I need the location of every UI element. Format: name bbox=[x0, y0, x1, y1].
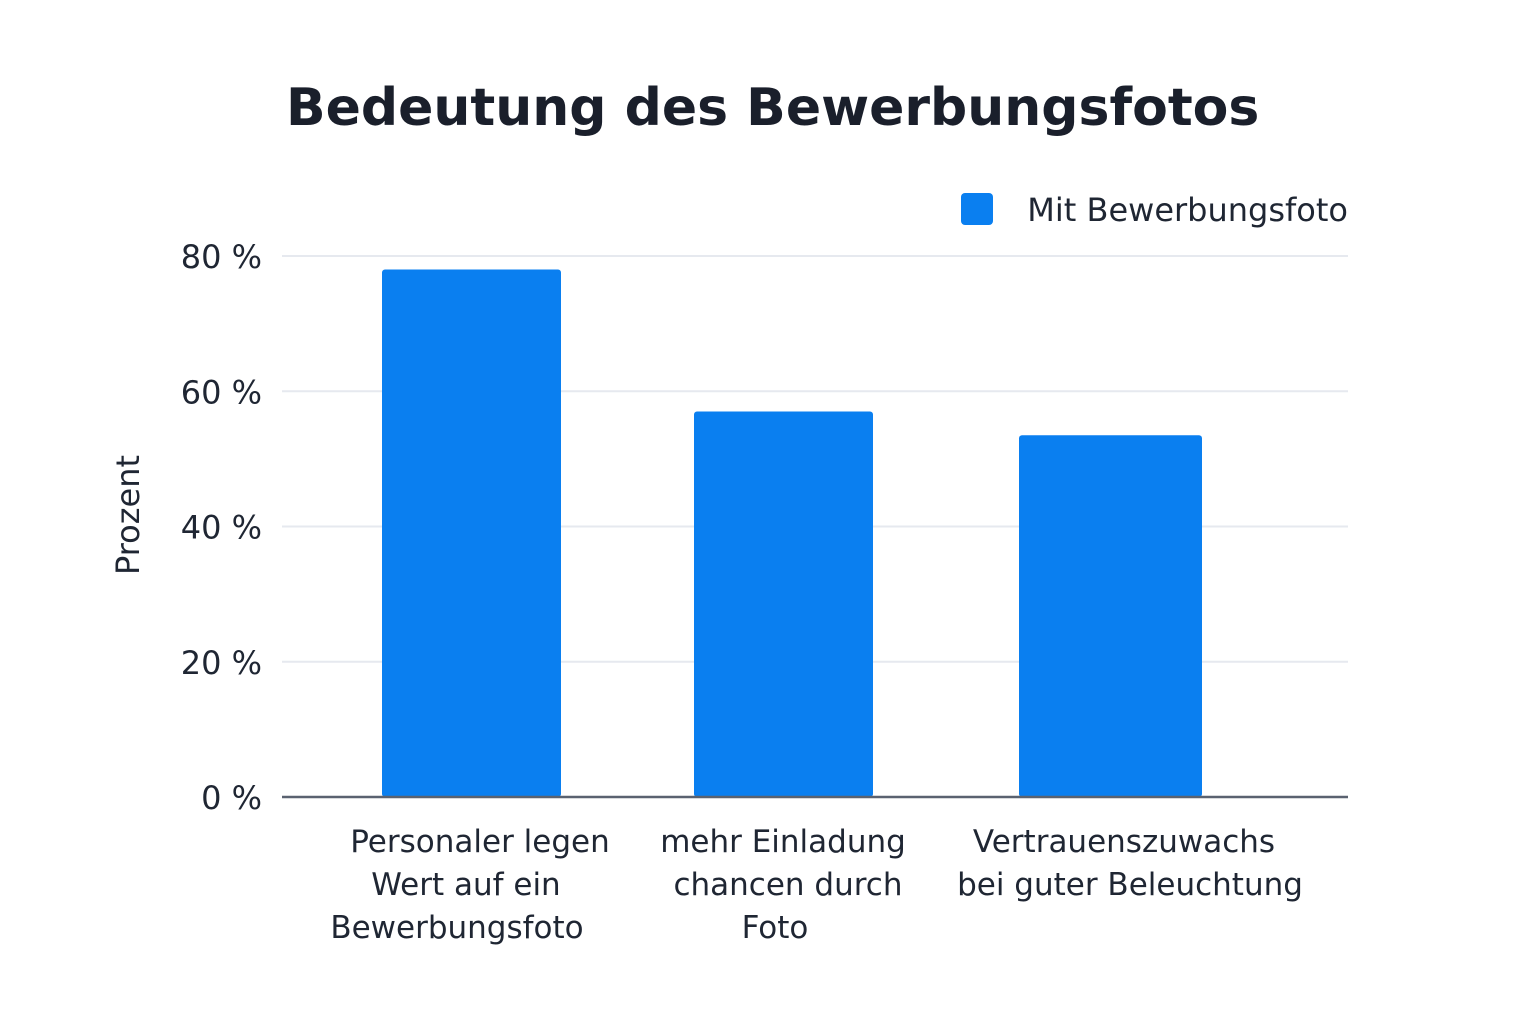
x-category-label: Vertrauenszuwachs bei guter Beleuchtung bbox=[957, 824, 1303, 903]
x-category-label: Personaler legen Wert auf ein Bewerbungsfo… bbox=[330, 824, 609, 946]
x-category-label-line: Bewerbungsfoto bbox=[330, 910, 583, 946]
bar bbox=[382, 269, 561, 797]
legend-label: Mit Bewerbungsfoto bbox=[1027, 191, 1348, 229]
bar bbox=[1019, 435, 1202, 797]
x-category-label-line: bei guter Beleuchtung bbox=[957, 867, 1303, 903]
y-tick-label: 0 % bbox=[201, 779, 262, 817]
y-tick-label: 60 % bbox=[181, 373, 262, 411]
x-axis-category-labels: Personaler legen Wert auf ein Bewerbungsfo… bbox=[330, 824, 1303, 946]
x-category-label-line: mehr Einladung bbox=[660, 824, 906, 860]
x-category-label-line: Vertrauenszuwachs bbox=[973, 824, 1275, 860]
y-tick-label: 20 % bbox=[181, 644, 262, 682]
y-axis-ticks: 0 % 20 % 40 % 60 % 80 % bbox=[181, 238, 262, 817]
x-category-label-line: Personaler legen bbox=[350, 824, 610, 860]
x-category-label-line: chancen durch bbox=[673, 867, 902, 903]
legend: Mit Bewerbungsfoto bbox=[961, 191, 1348, 229]
y-tick-label: 80 % bbox=[181, 238, 262, 276]
x-category-label-line: Foto bbox=[742, 910, 809, 946]
x-category-label: mehr Einladung chancen durch Foto bbox=[660, 824, 906, 946]
chart-title: Bedeutung des Bewerbungsfotos bbox=[286, 78, 1259, 138]
bar bbox=[694, 411, 873, 797]
x-category-label-line: Wert auf ein bbox=[371, 867, 560, 903]
bars bbox=[382, 269, 1202, 797]
legend-swatch bbox=[961, 193, 993, 225]
y-axis-label: Prozent bbox=[109, 455, 147, 575]
y-tick-label: 40 % bbox=[181, 509, 262, 547]
